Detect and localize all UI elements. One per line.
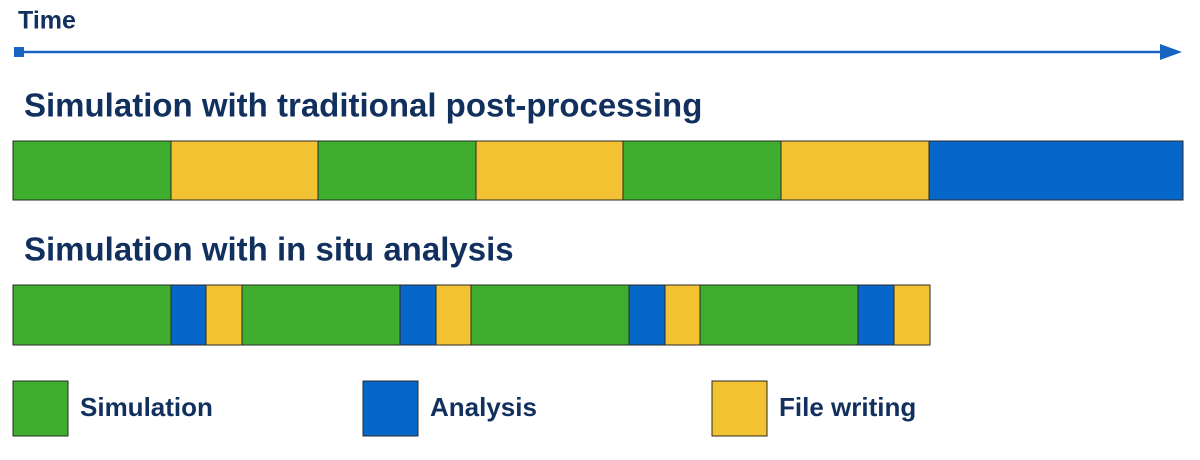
timeline-segment [470,284,630,346]
timeline-segment [622,140,782,201]
timeline-segment [628,284,666,346]
timeline-segment [12,140,172,201]
time-axis-arrow [1160,44,1182,60]
legend-label: Simulation [80,392,213,422]
timeline-bar [12,140,1184,201]
timeline-segment [170,284,207,346]
legend-label: File writing [779,392,916,422]
timeline-segment [928,140,1184,201]
timeline-segment [435,284,472,346]
timeline-segment [12,284,172,346]
timeline-segment [699,284,859,346]
timeline-segment [893,284,931,346]
timeline-segment [475,140,624,201]
row-title: Simulation with in situ analysis [24,231,514,268]
time-axis-start [14,47,24,57]
timeline-segment [857,284,895,346]
legend-label: Analysis [430,392,537,422]
timeline-bar [12,284,931,346]
legend-swatch [12,380,69,437]
time-label: Time [18,7,76,35]
timeline-segment [170,140,319,201]
row-title: Simulation with traditional post-process… [24,87,702,124]
timeline-segment [317,140,477,201]
legend-swatch [362,380,419,437]
timeline-segment [205,284,243,346]
legend-swatch [711,380,768,437]
timeline-segment [664,284,701,346]
timeline-segment [241,284,401,346]
timeline-segment [780,140,930,201]
timeline-segment [399,284,437,346]
